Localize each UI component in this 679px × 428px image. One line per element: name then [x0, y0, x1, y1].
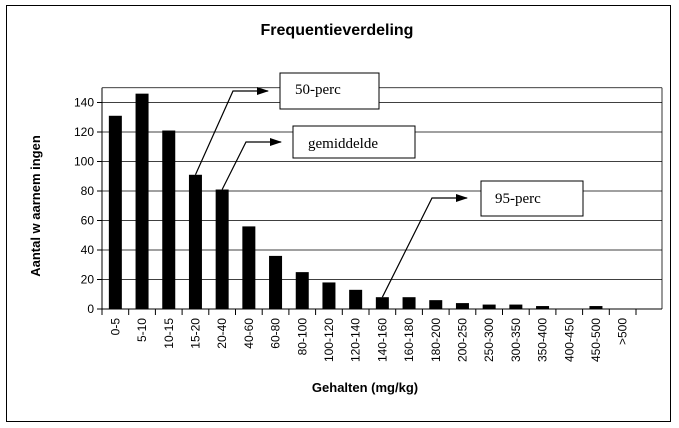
x-tick-label: 140-160: [375, 318, 389, 362]
x-tick-label: 10-15: [162, 318, 176, 349]
x-tick-label: 100-120: [322, 318, 336, 362]
bar: [188, 174, 202, 309]
x-tick-label: 40-60: [242, 318, 256, 349]
bar: [482, 304, 496, 309]
x-axis-title: Gehalten (mg/kg): [312, 380, 418, 395]
x-tick-label: 15-20: [188, 318, 202, 349]
x-tick-label: 120-140: [349, 318, 363, 362]
x-tick-label: 250-300: [482, 318, 496, 362]
x-tick-label: 80-100: [295, 318, 309, 356]
bar: [162, 130, 176, 309]
x-tick-label: 160-180: [402, 318, 416, 362]
y-tick-label: 40: [81, 243, 95, 257]
x-tick-label: 60-80: [269, 318, 283, 349]
callout-arrow: [194, 87, 269, 176]
bar: [215, 189, 229, 309]
x-tick-label: 180-200: [429, 318, 443, 362]
bar: [108, 115, 122, 310]
x-tick-label: 20-40: [215, 318, 229, 349]
bar: [455, 303, 469, 309]
x-tick-label: 350-400: [536, 318, 550, 362]
x-tick-label: 0-5: [108, 318, 122, 336]
y-tick-label: 0: [87, 302, 94, 316]
x-tick-label: 300-350: [509, 318, 523, 362]
bar: [269, 255, 283, 309]
callout-arrow: [381, 194, 468, 298]
bar: [589, 306, 603, 309]
bar: [402, 297, 416, 309]
bar: [509, 304, 523, 309]
y-tick-label: 20: [81, 273, 95, 287]
y-tick-label: 80: [81, 184, 95, 198]
y-tick-label: 120: [74, 125, 94, 139]
bar: [536, 306, 550, 309]
callout-arrow: [221, 138, 282, 190]
x-tick-label: >500: [616, 318, 630, 345]
bar: [349, 289, 363, 309]
x-tick-label: 400-450: [562, 318, 576, 362]
callout-label: 95-perc: [495, 191, 541, 207]
callout-box: [279, 72, 380, 110]
x-tick-label: 200-250: [455, 318, 469, 362]
callout-label: 50-perc: [295, 82, 341, 98]
bar: [295, 272, 309, 309]
y-tick-label: 140: [74, 96, 94, 110]
bar: [375, 297, 389, 309]
chart-title: Frequentieverdeling: [261, 22, 414, 39]
x-tick-label: 450-500: [589, 318, 603, 362]
bar: [242, 226, 256, 309]
bar: [135, 93, 149, 310]
x-tick-label: 5-10: [135, 318, 149, 342]
y-tick-label: 100: [74, 155, 94, 169]
y-axis-title: Aantal w aarnem ingen: [28, 135, 43, 277]
callout-box: [292, 125, 416, 159]
bar: [429, 300, 443, 309]
bar: [322, 282, 336, 309]
plot-area: 0 20 40 60 80 100 120 140 0-5 5-10 10-15 15-20 20-40…: [74, 72, 663, 362]
callout-box: [480, 180, 584, 217]
callout-label: gemiddelde: [308, 136, 378, 152]
y-tick-label: 60: [81, 214, 95, 228]
